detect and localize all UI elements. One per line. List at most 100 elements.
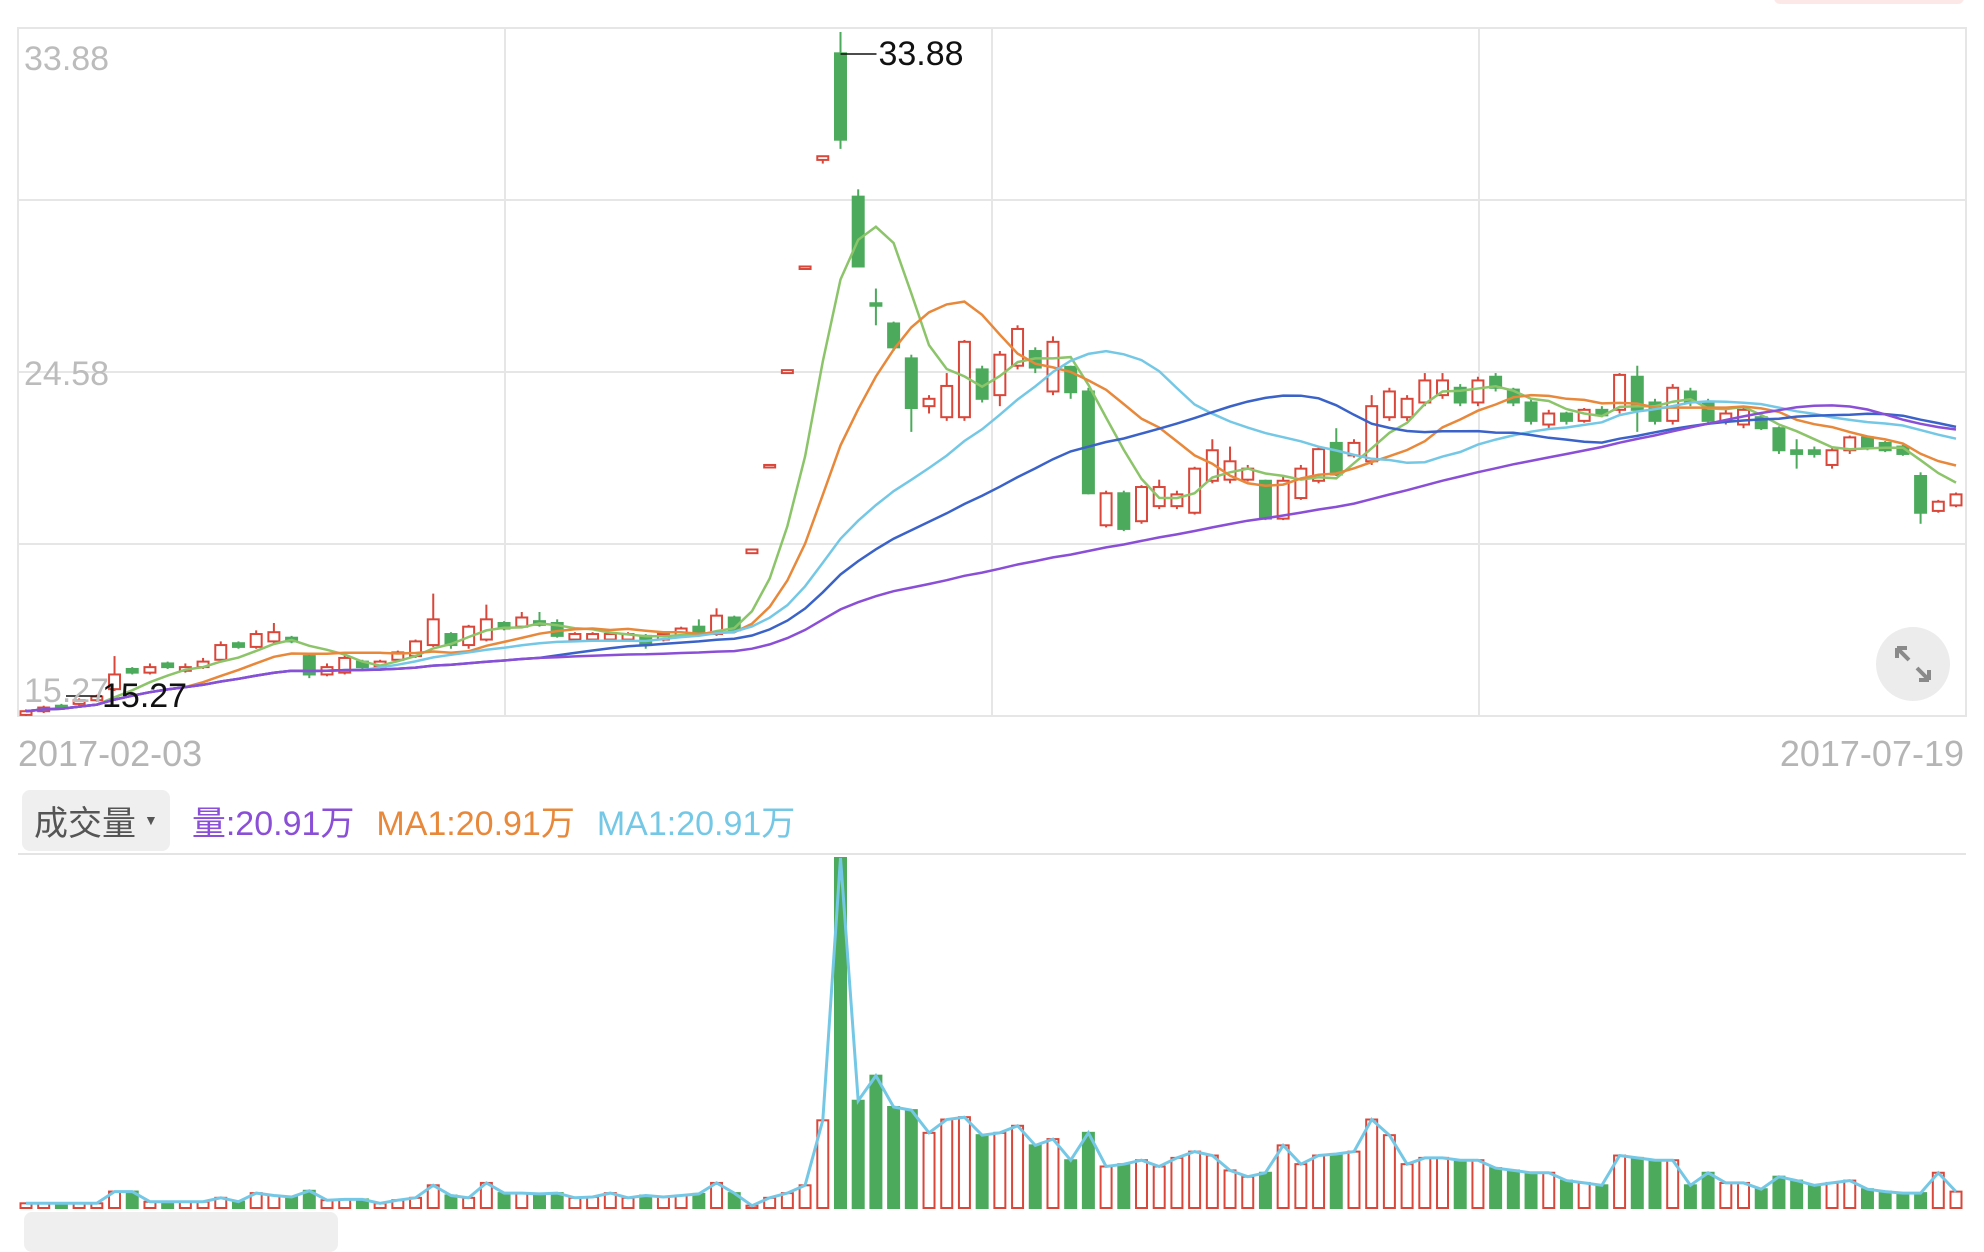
candle — [1914, 472, 1928, 524]
candle-body — [1524, 401, 1538, 422]
volume-bar — [1648, 1159, 1662, 1210]
candle — [1489, 373, 1503, 392]
candle — [214, 641, 228, 662]
ma5-line — [25, 225, 1957, 713]
candle — [1630, 365, 1644, 432]
volume-bar — [1046, 1138, 1060, 1209]
expand-chart-button[interactable] — [1876, 627, 1950, 701]
candle-body — [1418, 379, 1432, 404]
volume-bar — [1914, 1192, 1928, 1210]
volume-bar — [1028, 1144, 1042, 1210]
volume-bar — [462, 1196, 476, 1210]
candle-body — [302, 655, 316, 676]
volume-bar — [621, 1196, 635, 1210]
secondary-indicator-selector-partial[interactable] — [24, 1212, 338, 1252]
volume-bar — [586, 1196, 600, 1210]
candle-body — [1790, 449, 1804, 455]
candle-body — [568, 633, 582, 641]
candle-body — [692, 625, 706, 634]
volume-bar — [1223, 1169, 1237, 1210]
candle-body — [267, 631, 281, 643]
candle — [1205, 439, 1219, 484]
candle — [302, 654, 316, 679]
volume-bar — [1630, 1156, 1644, 1210]
candle — [1081, 387, 1095, 495]
candle — [1807, 446, 1821, 458]
volume-bar — [568, 1196, 582, 1210]
volume-bar — [1205, 1154, 1219, 1210]
volume-bar — [1860, 1188, 1874, 1209]
volume-legend: 成交量 ▼ 量:20.91万 MA1:20.91万 MA1:20.91万 — [22, 789, 795, 851]
volume-bar — [1843, 1179, 1857, 1210]
volume-bar — [1559, 1179, 1573, 1210]
moving-average-lines — [25, 225, 1957, 713]
candle-body — [834, 52, 847, 141]
candle-body — [249, 633, 263, 648]
candle-body — [1648, 401, 1662, 422]
candle-body — [214, 644, 228, 661]
candle-body — [1312, 448, 1326, 482]
candle-body — [798, 265, 812, 270]
volume-bar — [1595, 1184, 1609, 1210]
caret-down-icon: ▼ — [144, 812, 158, 828]
volume-bar — [1471, 1159, 1485, 1210]
candle-body — [586, 633, 600, 641]
volume-bar — [1241, 1175, 1255, 1209]
candle-body — [1135, 486, 1148, 523]
volume-bar — [656, 1196, 670, 1210]
candle — [1453, 384, 1467, 407]
candle-body — [1489, 375, 1503, 389]
volume-bar — [1506, 1169, 1520, 1210]
volume-bar — [975, 1134, 989, 1209]
volume-bar — [1329, 1152, 1343, 1209]
volume-bar — [267, 1194, 281, 1210]
candle — [249, 630, 263, 649]
volume-bar — [1382, 1134, 1396, 1209]
extreme-markers — [66, 53, 877, 697]
volume-bar — [1117, 1163, 1131, 1209]
candle — [231, 641, 245, 649]
candle — [1188, 466, 1202, 515]
candle — [780, 369, 794, 375]
volume-bar — [1683, 1184, 1697, 1210]
candle-body — [1630, 375, 1644, 411]
y-tick-label: 24.58 — [24, 355, 110, 393]
candle — [1825, 448, 1839, 469]
candle-body — [851, 195, 865, 268]
candle — [957, 340, 971, 421]
volume-bar — [1081, 1131, 1095, 1210]
candle — [1170, 490, 1184, 510]
volume-bar — [1719, 1181, 1733, 1210]
volume-bar — [1825, 1181, 1839, 1210]
indicator-selector[interactable]: 成交量 ▼ — [22, 789, 170, 851]
candle — [1099, 490, 1113, 528]
candle — [851, 189, 865, 268]
volume-bar — [532, 1192, 546, 1209]
candle-body — [1542, 412, 1556, 426]
candle-body — [1400, 397, 1414, 419]
volume-bar — [1312, 1154, 1326, 1210]
volume-bar — [1790, 1179, 1804, 1210]
candle-body — [1099, 492, 1113, 527]
candle — [143, 663, 157, 675]
volume-bar — [1577, 1181, 1591, 1210]
volume-bar — [692, 1192, 706, 1209]
volume-bar — [515, 1192, 529, 1210]
candle-body — [603, 633, 617, 641]
volume-bars — [19, 857, 1963, 1210]
candle-body — [72, 699, 86, 705]
volume-bar — [1099, 1165, 1113, 1209]
x-start-date: 2017-02-03 — [18, 733, 203, 774]
candle — [1790, 439, 1804, 469]
volume-bar — [1737, 1181, 1751, 1210]
candle-body — [745, 548, 759, 555]
top-action-button-partial[interactable] — [1774, 0, 1964, 4]
volume-bar — [674, 1194, 688, 1210]
volume-bar — [1489, 1167, 1503, 1210]
volume-bar — [1400, 1163, 1414, 1209]
candle-body — [922, 397, 936, 408]
candle — [834, 32, 847, 149]
volume-bar — [1418, 1156, 1432, 1210]
volume-bar — [1135, 1159, 1148, 1210]
volume-bar — [1772, 1175, 1786, 1209]
